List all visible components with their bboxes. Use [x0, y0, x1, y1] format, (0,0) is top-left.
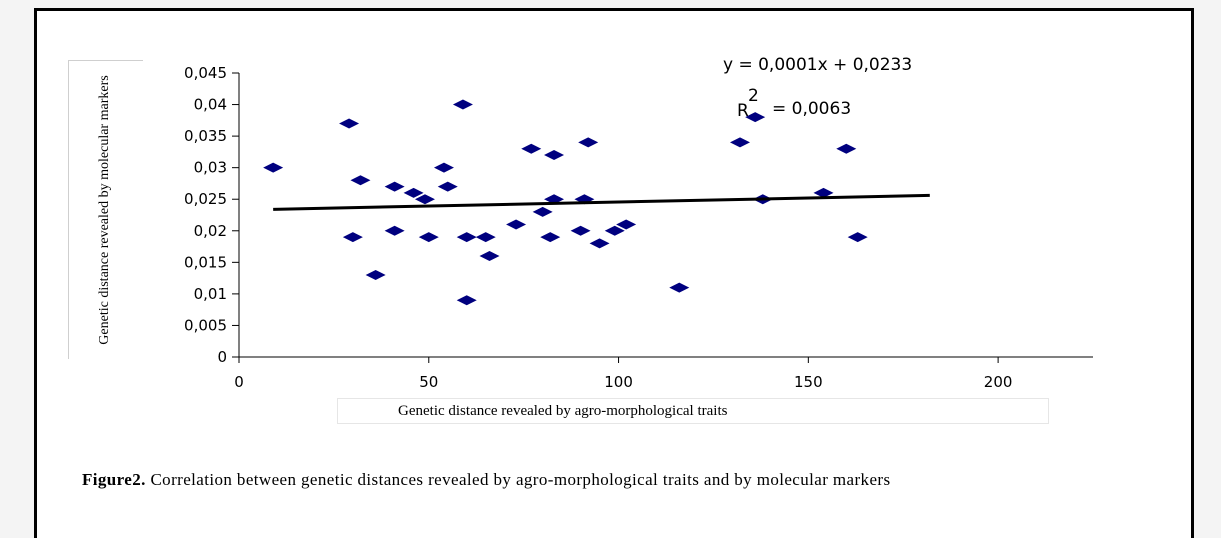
y-tick-label: 0,005 — [184, 316, 227, 334]
x-axis-label-box — [337, 398, 1049, 424]
data-point — [475, 232, 496, 243]
regression-equation: y = 0,0001x + 0,0233 — [723, 55, 912, 75]
data-point — [418, 232, 439, 243]
caption-text: Correlation between genetic distances re… — [145, 470, 891, 489]
data-point — [589, 238, 610, 249]
data-point — [669, 282, 690, 293]
axes: 0 0,005 0,01 0,015 0,02 0,025 0,03 0,035 0,04 0,0… — [184, 64, 1093, 391]
x-tick-label: 0 — [234, 373, 244, 391]
x-tick-label: 50 — [419, 373, 438, 391]
data-point — [730, 137, 751, 148]
r-squared-superscript: 2 — [748, 86, 759, 106]
y-axis-label-box — [68, 60, 143, 359]
data-point — [384, 181, 405, 192]
data-point — [437, 181, 458, 192]
data-point — [570, 225, 591, 236]
data-point — [414, 194, 435, 205]
data-point — [540, 232, 561, 243]
data-point — [479, 251, 500, 262]
y-tick-label: 0,02 — [194, 222, 227, 240]
y-tick-label: 0,025 — [184, 190, 227, 208]
y-tick-label: 0,015 — [184, 253, 227, 271]
trendline — [273, 193, 930, 211]
y-tick-label: 0,045 — [184, 64, 227, 82]
data-point — [604, 225, 625, 236]
r-squared-label: R — [737, 101, 749, 121]
figure-caption: Figure2. Correlation between genetic dis… — [82, 468, 1142, 492]
y-tick-label: 0 — [217, 348, 227, 366]
data-point — [578, 137, 599, 148]
data-point — [532, 206, 553, 217]
data-point — [263, 162, 284, 173]
data-point — [745, 112, 766, 123]
data-point — [506, 219, 527, 230]
data-point — [456, 295, 477, 306]
y-tick-label: 0,01 — [194, 285, 227, 303]
data-point — [433, 162, 454, 173]
data-point — [384, 225, 405, 236]
data-point — [544, 150, 565, 161]
data-point — [342, 232, 363, 243]
y-tick-label: 0,035 — [184, 127, 227, 145]
y-tick-label: 0,03 — [194, 159, 227, 177]
caption-label: Figure2. — [82, 470, 146, 489]
r-squared-value: = 0,0063 — [772, 99, 851, 119]
figure-frame — [34, 8, 1194, 538]
data-point — [616, 219, 637, 230]
x-axis-label: Genetic distance revealed by agro-morpho… — [398, 403, 728, 419]
data-point — [836, 143, 857, 154]
data-point — [456, 232, 477, 243]
data-point — [521, 143, 542, 154]
data-point — [365, 269, 386, 280]
y-tick-label: 0,04 — [194, 96, 227, 114]
scatter-plot: 0 0,005 0,01 0,015 0,02 0,025 0,03 0,035 0,04 0,0… — [184, 55, 1093, 391]
x-tick-label: 200 — [984, 373, 1013, 391]
trendline-group — [273, 193, 930, 211]
data-point — [339, 118, 360, 129]
data-point — [847, 232, 868, 243]
data-point — [350, 175, 371, 186]
data-points — [263, 99, 868, 306]
data-point — [813, 187, 834, 198]
data-point — [452, 99, 473, 110]
data-point — [544, 194, 565, 205]
data-point — [403, 187, 424, 198]
x-tick-label: 100 — [604, 373, 633, 391]
x-tick-label: 150 — [794, 373, 823, 391]
